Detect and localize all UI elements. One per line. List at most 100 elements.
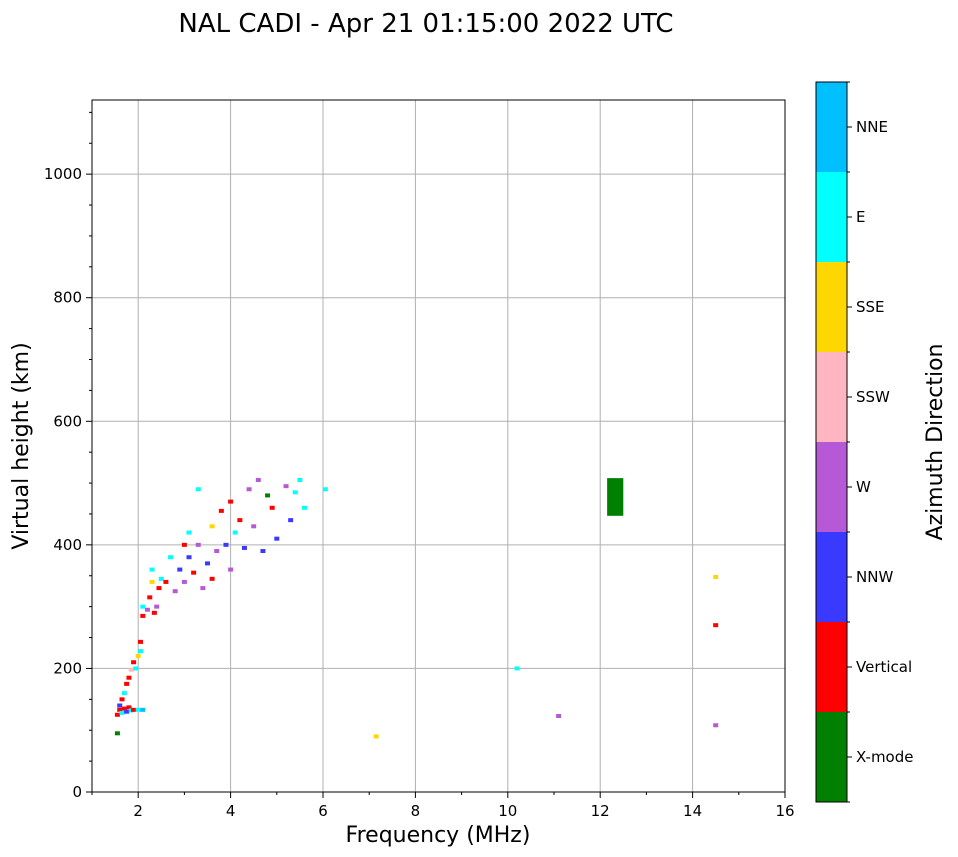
echo-point — [255, 477, 261, 482]
echo-point — [135, 654, 141, 659]
y-tick-label: 800 — [53, 289, 82, 307]
colorbar-tick-label: SSW — [856, 388, 890, 406]
echo-point — [126, 675, 132, 680]
echo-point — [121, 706, 127, 711]
echo-point — [156, 586, 162, 591]
colorbar-segment — [816, 532, 847, 622]
colorbar-segment — [816, 172, 847, 262]
colorbar-label: Azimuth Direction — [923, 343, 948, 540]
echo-point — [514, 666, 520, 671]
echo-point — [297, 477, 303, 482]
colorbar-frame — [815, 81, 848, 803]
echo-point — [191, 570, 197, 575]
echo-point — [181, 542, 187, 547]
echo-point — [228, 499, 234, 504]
echo-point — [177, 567, 183, 572]
echo-point — [251, 524, 257, 529]
echo-point — [209, 524, 215, 529]
echo-point — [274, 536, 280, 541]
echo-point — [232, 530, 238, 535]
echo-point — [181, 579, 187, 584]
echo-point — [163, 579, 169, 584]
echo-point — [218, 508, 224, 513]
echo-point — [158, 576, 164, 581]
echo-point — [205, 561, 210, 566]
echo-point — [246, 487, 252, 492]
echo-point — [269, 505, 275, 510]
colorbar-segment — [816, 262, 847, 352]
echo-point — [302, 505, 308, 510]
x-tick-label: 14 — [683, 802, 702, 820]
y-tick-label: 0 — [72, 783, 82, 801]
x-tick-label: 16 — [775, 802, 794, 820]
echo-point — [133, 666, 139, 671]
echo-point — [138, 649, 144, 654]
echo-point — [124, 681, 130, 686]
colorbar-tick-label: Vertical — [856, 658, 912, 676]
echo-point — [140, 707, 146, 712]
echo-point — [713, 723, 719, 728]
echo-point — [140, 604, 146, 609]
echo-point — [121, 691, 127, 696]
echo-point — [117, 703, 123, 708]
colorbar-tick-label: SSE — [856, 298, 885, 316]
echo-point — [140, 613, 146, 618]
echo-point — [214, 549, 220, 554]
echo-point — [114, 712, 120, 717]
echo-point — [114, 731, 120, 736]
echo-point — [556, 714, 562, 719]
x-tick-label: 4 — [226, 802, 236, 820]
y-tick-label: 200 — [53, 659, 82, 677]
echo-point — [128, 667, 134, 672]
data-points — [114, 477, 719, 739]
y-tick-label: 1000 — [44, 165, 82, 183]
x-tick-label: 12 — [591, 802, 610, 820]
x-tick-label: 6 — [318, 802, 328, 820]
echo-point — [322, 487, 328, 492]
echo-point — [117, 707, 123, 712]
echo-point — [126, 705, 132, 710]
colorbar-tick-label: E — [856, 208, 865, 226]
echo-point — [144, 607, 150, 612]
colorbar-tick-label: NNE — [856, 118, 888, 136]
echo-point — [223, 542, 229, 547]
echo-point — [186, 530, 192, 535]
echo-point — [119, 710, 125, 715]
colorbar-tick-label: W — [856, 478, 871, 496]
echo-point — [260, 549, 266, 554]
echo-point — [131, 707, 137, 712]
echo-point — [288, 518, 294, 523]
y-axis-ticks: 0 200 400 600 800 1000 — [44, 111, 92, 801]
echo-point — [237, 518, 243, 523]
colorbar-tick-label: X-mode — [856, 748, 913, 766]
echo-point — [186, 555, 192, 560]
echo-point — [119, 697, 125, 702]
echo-point — [131, 660, 137, 665]
x-axis-ticks: 2 4 6 8 10 12 14 16 — [91, 792, 795, 820]
colorbar-segment — [816, 442, 847, 532]
y-tick-label: 400 — [53, 536, 82, 554]
echo-point — [149, 567, 155, 572]
echo-point — [200, 586, 206, 591]
colorbar: X-mode Vertical NNW W SSW SSE E NNE — [815, 81, 913, 803]
echo-point — [373, 734, 379, 739]
echo-block — [607, 478, 624, 516]
echo-point — [265, 493, 271, 498]
colorbar-segment — [816, 352, 847, 442]
echo-point — [713, 574, 719, 579]
colorbar-segment — [816, 622, 847, 712]
echo-point — [168, 555, 174, 560]
echo-point — [149, 579, 155, 584]
x-tick-label: 10 — [498, 802, 517, 820]
y-axis-label: Virtual height (km) — [9, 342, 34, 549]
echo-point — [283, 484, 289, 489]
echo-point — [292, 490, 298, 495]
chart-title: NAL CADI - Apr 21 01:15:00 2022 UTC — [178, 9, 673, 39]
colorbar-segment — [816, 82, 847, 172]
echo-point — [228, 567, 234, 572]
echo-point — [195, 487, 201, 492]
grid — [92, 100, 785, 792]
x-axis-label: Frequency (MHz) — [346, 823, 531, 848]
echo-point — [147, 595, 153, 600]
echo-point — [124, 709, 130, 714]
